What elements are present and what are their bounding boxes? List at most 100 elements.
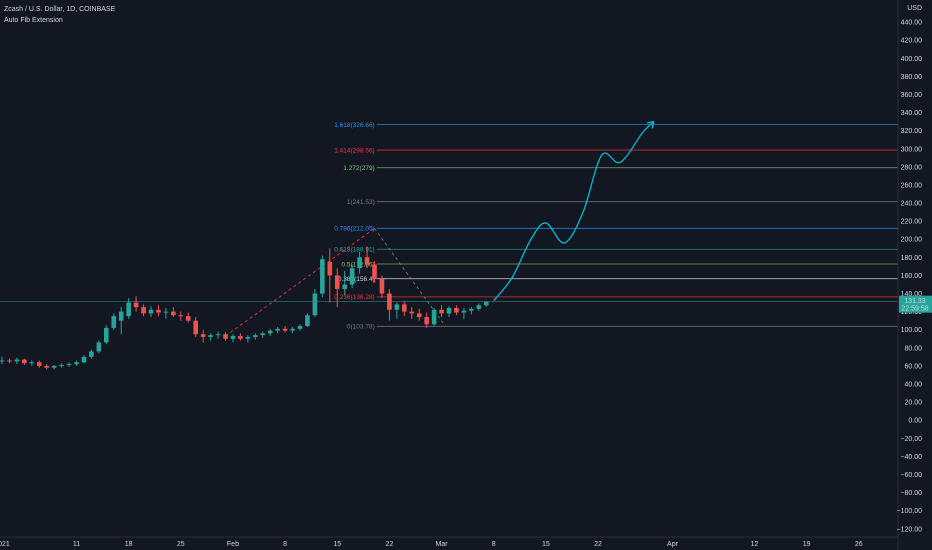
- candle-body: [22, 359, 27, 364]
- fib-zigzag-line: [225, 228, 375, 337]
- time-axis[interactable]: 2021 11 18 25 Feb 8 15 22 Mar 8 15 22 Apr 12 19 26: [0, 536, 898, 548]
- projection-arrowhead: [646, 120, 655, 124]
- x-tick-label: 19: [803, 541, 811, 548]
- candle-body: [66, 364, 72, 366]
- fib-level-label: 0.236(136.28): [334, 294, 374, 301]
- candle-body: [327, 261, 333, 276]
- x-tick-label: Mar: [436, 541, 449, 548]
- candle-body: [461, 310, 467, 313]
- candle-body: [245, 336, 251, 339]
- fib-zigzag-group: [0, 228, 898, 337]
- candle-body: [238, 336, 243, 339]
- candle-body: [305, 315, 310, 327]
- y-tick-label: 320.00: [901, 128, 923, 135]
- y-tick-label: −80.00: [900, 490, 922, 497]
- y-tick-label: 200.00: [901, 237, 923, 244]
- y-tick-label: 280.00: [901, 164, 923, 171]
- candle-body: [133, 302, 139, 308]
- candle-body: [0, 360, 5, 362]
- candle-body: [74, 362, 79, 365]
- projection-arrowhead: [651, 121, 655, 129]
- y-tick-label: 340.00: [901, 110, 923, 117]
- indicator-title[interactable]: Auto Fib Extension: [4, 17, 63, 24]
- y-tick-label: 420.00: [901, 38, 923, 45]
- candle-body: [282, 328, 288, 331]
- candle-body: [439, 309, 444, 314]
- y-tick-label: 180.00: [901, 255, 923, 262]
- y-tick-label: 80.00: [904, 345, 922, 352]
- candle-body: [483, 301, 489, 306]
- y-tick-label: 400.00: [901, 56, 923, 63]
- candle-body: [334, 275, 340, 289]
- y-tick-label: −120.00: [897, 526, 923, 533]
- candle-body: [372, 264, 377, 280]
- candle-body: [185, 316, 191, 321]
- last-price-tag: [899, 295, 932, 313]
- y-tick-label: 160.00: [901, 273, 923, 280]
- candle-body: [409, 311, 415, 314]
- candle-body: [200, 334, 206, 337]
- y-tick-label: 60.00: [904, 363, 922, 370]
- candle-body: [431, 309, 437, 325]
- y-tick-label: 20.00: [904, 400, 922, 407]
- x-tick-label: 22: [594, 541, 602, 548]
- candle-body: [446, 308, 452, 314]
- fib-level-label: 0.382(156.4): [338, 276, 375, 283]
- candles-group: [0, 246, 489, 370]
- y-tick-label: −20.00: [900, 436, 922, 443]
- candle-body: [387, 293, 392, 310]
- candle-body: [253, 335, 258, 337]
- y-tick-label: 240.00: [901, 201, 923, 208]
- x-tick-label: Apr: [667, 541, 679, 548]
- x-tick-label: 8: [283, 541, 287, 548]
- fib-level-label: 1.272(279): [343, 165, 374, 172]
- candle-body: [118, 311, 124, 321]
- x-tick-label: Feb: [227, 541, 239, 548]
- fib-zigzag-line: [374, 228, 446, 327]
- candle-body: [148, 309, 154, 314]
- candle-body: [260, 333, 266, 336]
- fib-level-label: 1.618(326.66): [334, 122, 374, 129]
- candle-body: [230, 336, 236, 339]
- candle-body: [402, 304, 407, 312]
- candle-body: [36, 362, 42, 366]
- symbol-title[interactable]: Zcash / U.S. Dollar, 1D, COINBASE: [4, 6, 116, 13]
- candle-body: [416, 313, 422, 318]
- y-tick-label: 440.00: [901, 20, 923, 27]
- candle-body: [297, 326, 303, 329]
- candle-body: [223, 334, 228, 339]
- candle-body: [267, 330, 273, 334]
- candle-body: [394, 304, 400, 310]
- candle-body: [29, 362, 35, 364]
- fib-level-label: 0.786(212.05): [334, 226, 374, 233]
- candle-body: [320, 259, 325, 294]
- candle-body: [275, 328, 280, 331]
- candle-body: [14, 359, 20, 362]
- y-tick-label: 360.00: [901, 92, 923, 99]
- x-tick-label: 18: [125, 541, 133, 548]
- candle-body: [126, 302, 131, 317]
- fib-level-label: 1.414(298.56): [334, 147, 374, 154]
- candle-body: [51, 365, 57, 368]
- candle-body: [342, 284, 347, 289]
- candle-body: [104, 327, 109, 343]
- candle-body: [96, 342, 102, 352]
- fib-extension-group: 1.618(326.66) 1.414(298.56) 1.272(279) 1(24…: [334, 122, 898, 331]
- candle-body: [469, 308, 474, 311]
- candle-body: [215, 334, 221, 336]
- projection-group: [493, 120, 655, 302]
- candle-body: [357, 257, 362, 269]
- x-tick-label: 12: [751, 541, 759, 548]
- fib-level-label: 0.618(188.91): [334, 247, 374, 254]
- y-tick-label: −100.00: [897, 508, 923, 515]
- x-tick-label: 15: [542, 541, 550, 548]
- candle-body: [476, 305, 482, 309]
- x-tick-label: 25: [177, 541, 185, 548]
- y-tick-label: 0.00: [908, 418, 922, 425]
- y-tick-label: −40.00: [900, 454, 922, 461]
- candle-body: [111, 316, 117, 328]
- y-tick-label: 260.00: [901, 182, 923, 189]
- y-tick-label: 300.00: [901, 146, 923, 153]
